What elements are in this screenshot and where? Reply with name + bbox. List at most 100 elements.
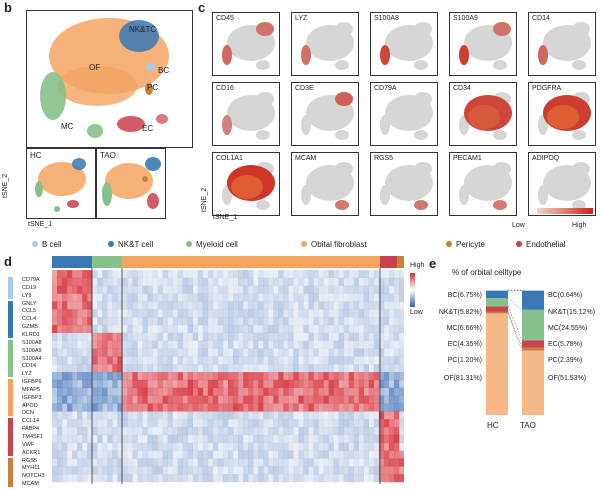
heatmap-cell: [373, 427, 380, 436]
heatmap-cell: [373, 372, 380, 381]
heatmap-cell: [288, 474, 294, 483]
heatmap-cell: [197, 277, 204, 286]
heatmap-cell: [353, 403, 359, 412]
heatmap-cell: [182, 419, 188, 428]
heatmap-cell: [82, 309, 88, 318]
heatmap-cell: [67, 332, 73, 341]
heatmap-cell: [363, 301, 369, 310]
heatmap-cell: [222, 356, 229, 365]
heatmap-cell: [268, 332, 274, 341]
heatmap-cell: [147, 293, 153, 302]
heatmap-cell: [172, 427, 178, 436]
legend-dot: [186, 241, 192, 247]
heatmap-cell: [273, 411, 279, 420]
feature-plot-lyz: LYZ: [291, 12, 359, 76]
heatmap-cell: [358, 364, 364, 373]
heatmap-cell: [388, 277, 395, 286]
expression-core: [468, 105, 500, 129]
feature-plot-scatter: [222, 92, 275, 140]
heatmap-cell: [308, 411, 314, 420]
heatmap-cell: [273, 285, 279, 294]
heatmap-cell: [328, 395, 334, 404]
heatmap-cell: [338, 270, 344, 279]
heatmap-cell: [283, 317, 289, 326]
heatmap-cell: [393, 387, 400, 396]
heatmap-cell: [363, 293, 369, 302]
bar-segment-nkt: [522, 290, 544, 310]
heatmap-cell: [222, 427, 229, 436]
heatmap-cell: [308, 442, 314, 451]
heatmap-cell: [383, 332, 390, 341]
heatmap-cell: [217, 474, 224, 483]
heatmap-cell: [97, 332, 103, 341]
heatmap-cell: [112, 277, 118, 286]
heatmap-cell: [363, 270, 369, 279]
heatmap-cell: [212, 419, 219, 428]
heatmap-cell: [52, 458, 58, 467]
heatmap-cell: [167, 293, 173, 302]
heatmap-cell: [82, 340, 88, 349]
heatmap-cell: [258, 270, 264, 279]
heatmap-cell: [333, 340, 339, 349]
heatmap-cell: [383, 458, 390, 467]
heatmap-cell: [92, 427, 98, 436]
heatmap-cell: [137, 427, 143, 436]
heatmap-cell: [207, 474, 214, 483]
heatmap-cell: [288, 427, 294, 436]
heatmap-cell: [107, 395, 113, 404]
heatmap-cell: [328, 411, 334, 420]
heatmap-cell: [172, 340, 178, 349]
heatmap-cell: [343, 442, 349, 451]
heatmap-cell: [107, 458, 113, 467]
cluster-mc-small-blob: [87, 124, 103, 138]
heatmap-cell: [358, 332, 364, 341]
heatmap-cell: [122, 427, 128, 436]
heatmap-cell: [243, 285, 249, 294]
heatmap-cell: [358, 324, 364, 334]
heatmap-cell: [162, 395, 168, 404]
heatmap-cell: [298, 293, 304, 302]
heatmap-cell: [222, 348, 229, 357]
heatmap-cell: [303, 387, 309, 396]
heatmap-cell: [87, 411, 93, 420]
heatmap-cell: [233, 419, 239, 428]
heatmap-cell: [97, 442, 103, 451]
heatmap-cell: [152, 442, 158, 451]
heatmap-cell: [117, 340, 123, 349]
heatmap-cell: [212, 356, 219, 365]
heatmap-cell: [147, 348, 153, 357]
heatmap-cell: [182, 356, 188, 365]
heatmap-cell: [228, 411, 234, 420]
heatmap-cell: [102, 442, 108, 451]
heatmap-cell: [197, 332, 204, 341]
heatmap-cell: [283, 387, 289, 396]
heatmap-cell: [62, 442, 68, 451]
heatmap-cell: [147, 332, 153, 341]
heatmap-cell: [308, 466, 314, 475]
heatmap-cell: [238, 356, 244, 365]
heatmap-cell: [288, 419, 294, 428]
cells-lower: [256, 200, 270, 210]
heatmap-cell: [348, 285, 354, 294]
expression-myeloid: [459, 45, 469, 65]
heatmap-cell: [348, 458, 354, 467]
heatmap-cell: [137, 379, 143, 388]
heatmap-cell: [353, 434, 359, 443]
cells-left: [301, 115, 311, 135]
heatmap-cell: [358, 348, 364, 357]
legend-dot: [446, 241, 452, 247]
chart-e-left-labels: BC(6.75%) NK&T(5.82%) MC(6.66%) EC(4.35%) PC…: [430, 280, 482, 430]
feature-plot-title: RGS5: [374, 155, 394, 162]
gene-label: S100A8: [22, 339, 42, 346]
heatmap-cell: [308, 364, 314, 373]
legend-item: Obital fibroblast: [301, 240, 367, 249]
heatmap-cell: [107, 387, 113, 396]
heatmap-cell: [117, 348, 123, 357]
heatmap-cell: [107, 270, 113, 279]
heatmap-cell: [132, 395, 138, 404]
heatmap-cell: [363, 309, 369, 318]
heatmap-cell: [308, 324, 314, 334]
heatmap-cell: [328, 427, 334, 436]
heatmap-cell: [57, 395, 63, 404]
gene-label: LY9: [22, 292, 32, 299]
